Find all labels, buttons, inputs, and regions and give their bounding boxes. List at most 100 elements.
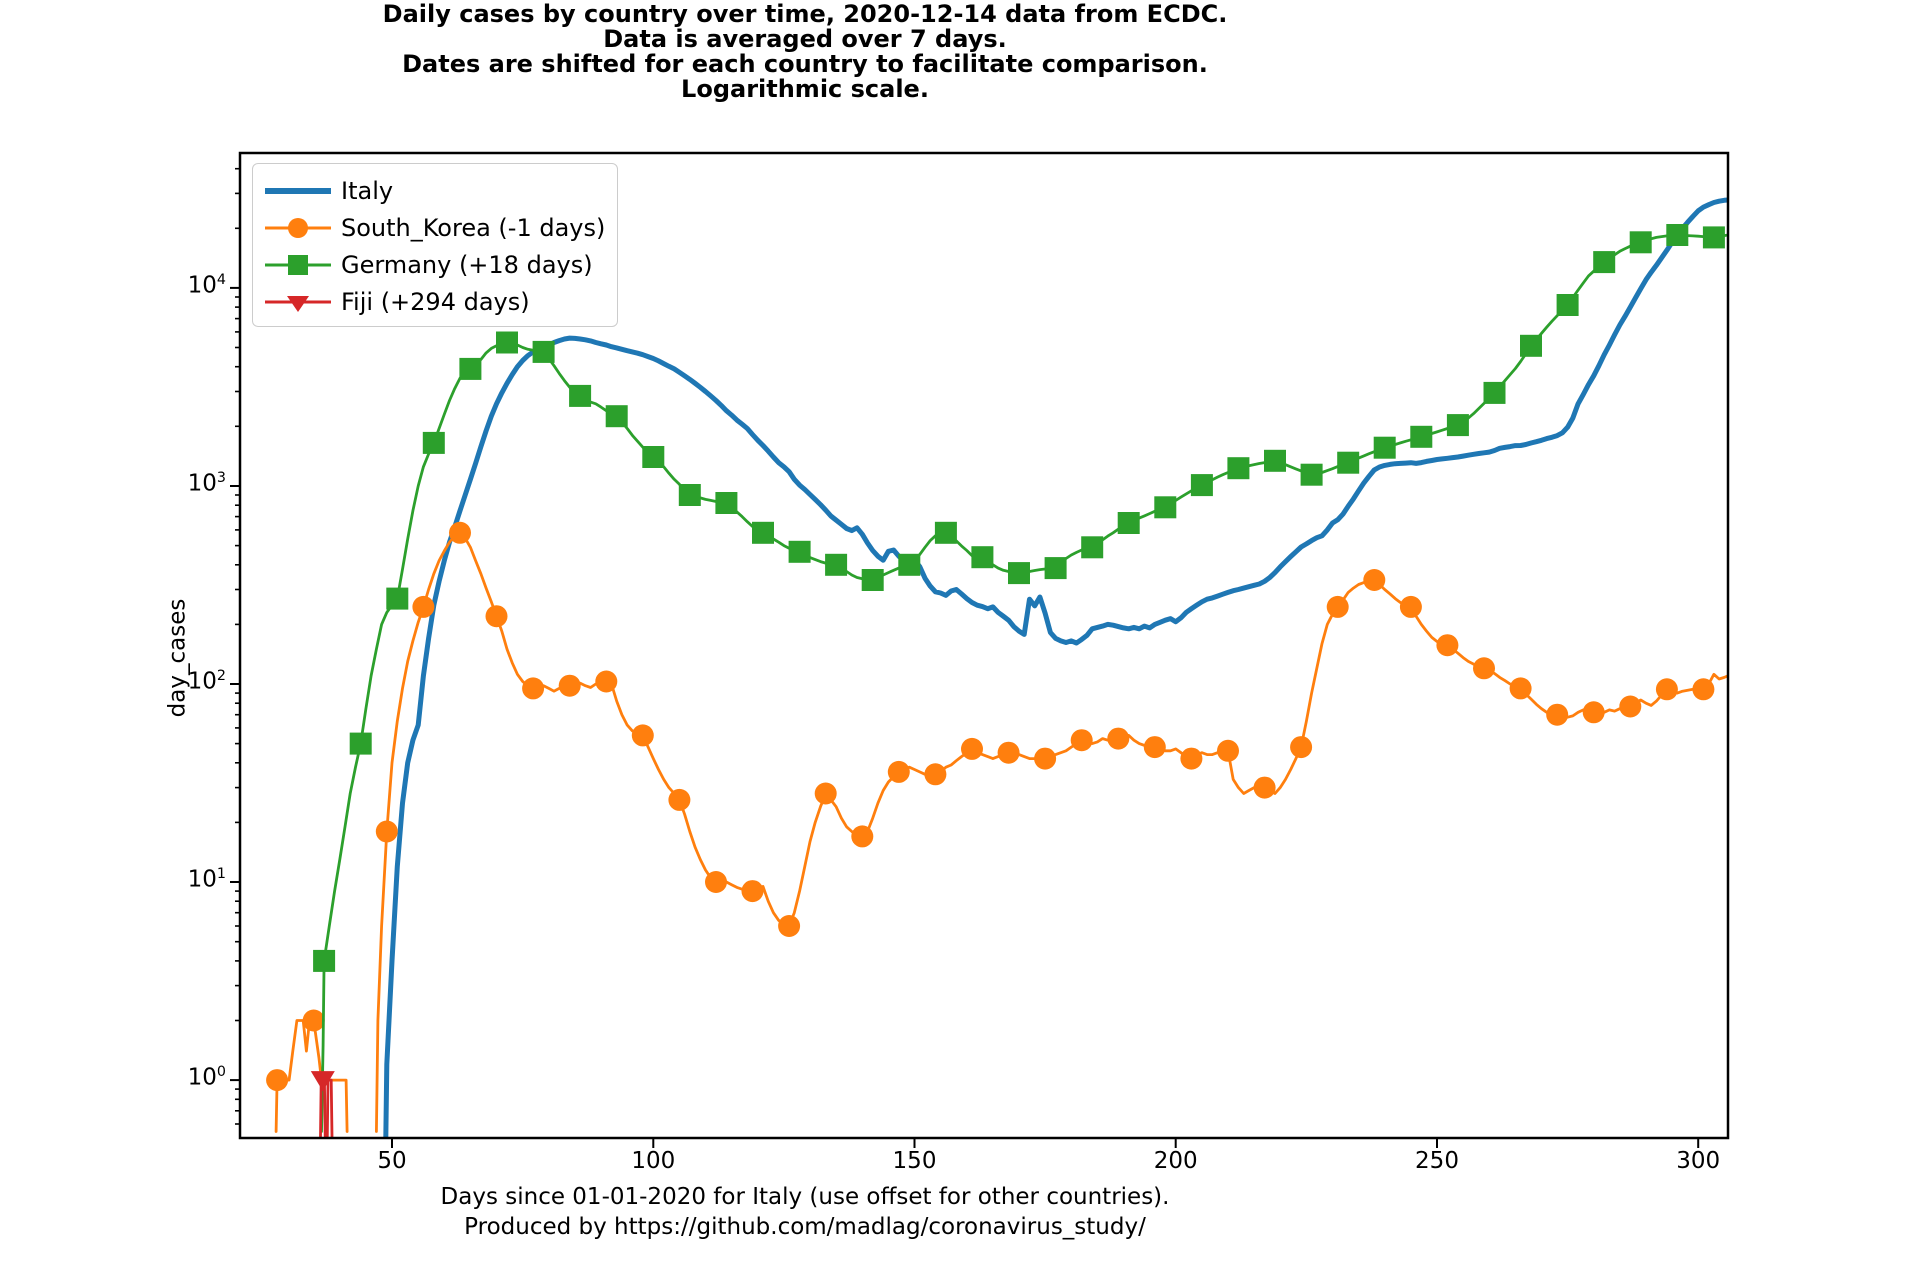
data-marker-south-korea: [924, 763, 947, 786]
legend-label-south-korea: South_Korea (-1 days): [341, 213, 606, 242]
data-marker-germany: [971, 546, 994, 569]
data-marker-germany: [1520, 334, 1542, 357]
data-marker-south-korea: [1034, 747, 1057, 770]
data-marker-south-korea: [1070, 729, 1093, 752]
legend-label-fiji: Fiji (+294 days): [341, 287, 530, 316]
x-tick-label: 300: [1676, 1148, 1721, 1174]
legend-sample-south-korea-icon: [265, 217, 331, 238]
data-marker-south-korea: [266, 1069, 289, 1092]
data-marker-south-korea: [558, 674, 581, 697]
data-marker-south-korea: [1290, 736, 1313, 759]
data-marker-germany: [532, 340, 555, 363]
series-line-italy: [383, 197, 1728, 1138]
data-marker-south-korea: [1546, 703, 1569, 726]
x-tick-label: 150: [892, 1148, 937, 1174]
legend-label-italy: Italy: [341, 176, 394, 205]
x-tick-label: 200: [1153, 1148, 1198, 1174]
data-marker-south-korea: [1253, 776, 1276, 799]
data-marker-germany: [1008, 562, 1030, 585]
data-marker-germany: [642, 446, 665, 468]
legend-label-germany: Germany (+18 days): [341, 250, 593, 279]
data-marker-germany: [1629, 231, 1652, 254]
data-marker-germany: [386, 587, 409, 610]
series-line-south-korea: [375, 531, 1728, 1133]
legend-item-south-korea: South_Korea (-1 days): [263, 209, 607, 246]
data-marker-germany: [1044, 557, 1067, 580]
data-marker-germany: [825, 553, 848, 576]
data-marker-south-korea: [631, 724, 654, 747]
plot-frame: [238, 151, 1730, 1140]
data-marker-germany: [459, 357, 482, 380]
data-marker-germany: [1446, 414, 1469, 437]
data-marker-south-korea: [1692, 678, 1715, 701]
legend-item-italy: Italy: [263, 172, 607, 209]
x-tick-label: 50: [377, 1148, 407, 1174]
data-marker-south-korea: [887, 760, 910, 783]
data-marker-south-korea: [1107, 727, 1130, 750]
data-marker-south-korea: [997, 741, 1020, 764]
series-line-fiji: [325, 1078, 334, 1138]
data-marker-south-korea: [1217, 739, 1239, 762]
data-marker-south-korea: [1473, 657, 1495, 680]
data-marker-germany: [1593, 251, 1616, 274]
y-tick-label: 103: [187, 469, 226, 497]
data-marker-germany: [569, 384, 592, 407]
data-marker-south-korea: [1509, 677, 1532, 700]
data-marker-germany: [422, 431, 445, 454]
chart-title: Daily cases by country over time, 2020-1…: [382, 0, 1228, 103]
data-marker-south-korea: [1326, 595, 1349, 618]
data-marker-germany: [1190, 474, 1213, 497]
data-marker-germany: [934, 521, 957, 544]
series-south-korea: [266, 521, 1728, 1133]
data-marker-south-korea: [1363, 569, 1386, 591]
data-marker-germany: [1373, 436, 1396, 459]
data-marker-germany: [349, 732, 372, 755]
data-marker-fiji: [310, 1071, 335, 1092]
y-axis-label: day_cases: [164, 598, 191, 718]
data-marker-germany: [861, 569, 884, 591]
data-marker-south-korea: [741, 880, 764, 903]
y-tick-label: 104: [187, 271, 226, 299]
data-marker-germany: [715, 492, 738, 514]
data-marker-south-korea: [1399, 595, 1422, 618]
data-marker-germany: [898, 553, 921, 576]
x-tick-label: 100: [631, 1148, 676, 1174]
data-marker-germany: [1300, 463, 1323, 486]
data-marker-south-korea: [522, 677, 545, 700]
data-marker-south-korea: [1143, 736, 1166, 759]
data-marker-south-korea: [302, 1009, 325, 1032]
legend-item-germany: Germany (+18 days): [263, 246, 607, 283]
data-marker-south-korea: [595, 670, 618, 693]
data-marker-south-korea: [375, 820, 398, 843]
legend-sample-fiji-icon: [265, 295, 331, 312]
data-marker-south-korea: [1655, 678, 1678, 701]
legend-sample-italy-icon: [265, 187, 331, 194]
data-marker-south-korea: [705, 871, 727, 893]
x-tick-label: 250: [1415, 1148, 1459, 1174]
data-marker-germany: [313, 949, 336, 972]
data-marker-germany: [1264, 449, 1286, 472]
data-marker-germany: [1410, 425, 1433, 448]
data-marker-germany: [605, 405, 628, 428]
y-tick-label: 102: [187, 668, 226, 695]
data-marker-germany: [678, 484, 701, 506]
legend: Italy South_Korea (-1 days) Germany (+18 d…: [252, 163, 618, 327]
data-marker-germany: [1337, 451, 1360, 474]
data-marker-south-korea: [668, 788, 691, 811]
series-germany: [313, 224, 1728, 1133]
legend-sample-germany-icon: [265, 254, 331, 275]
data-marker-south-korea: [1180, 747, 1203, 770]
y-tick-label: 100: [187, 1064, 226, 1091]
data-marker-germany: [788, 540, 811, 563]
data-marker-germany: [1227, 457, 1250, 480]
data-marker-south-korea: [1582, 701, 1605, 724]
x-axis-label: Days since 01-01-2020 for Italy (use off…: [440, 1184, 1170, 1240]
data-marker-south-korea: [814, 782, 837, 805]
data-marker-south-korea: [1436, 634, 1459, 657]
data-marker-germany: [496, 331, 518, 354]
series-italy: [383, 197, 1728, 1138]
data-marker-germany: [1117, 512, 1140, 534]
data-marker-south-korea: [412, 595, 435, 618]
